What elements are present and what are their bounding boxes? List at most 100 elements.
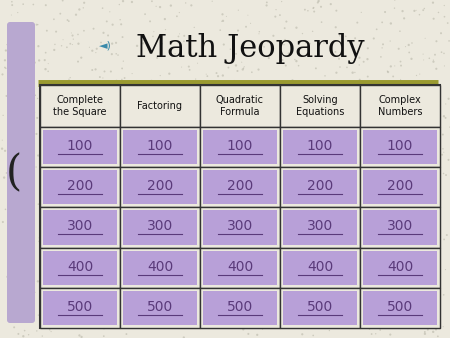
Point bbox=[97, 40, 104, 45]
Point bbox=[111, 225, 118, 230]
Point bbox=[38, 256, 45, 261]
Point bbox=[33, 131, 40, 137]
Point bbox=[209, 196, 216, 201]
Point bbox=[166, 71, 173, 76]
Point bbox=[354, 173, 361, 178]
Point bbox=[117, 267, 124, 272]
Point bbox=[373, 27, 380, 32]
Bar bbox=[363, 250, 437, 285]
Point bbox=[274, 118, 282, 123]
Point bbox=[391, 5, 398, 11]
Point bbox=[408, 40, 415, 46]
Point bbox=[176, 31, 183, 37]
Point bbox=[183, 91, 190, 96]
Point bbox=[210, 274, 217, 280]
Bar bbox=[283, 291, 357, 325]
Point bbox=[17, 314, 24, 319]
Bar bbox=[43, 130, 117, 164]
Point bbox=[224, 259, 231, 264]
Point bbox=[5, 210, 13, 215]
Point bbox=[144, 120, 152, 125]
Point bbox=[129, 187, 136, 192]
Point bbox=[235, 173, 243, 179]
Point bbox=[390, 74, 397, 79]
Point bbox=[361, 211, 368, 216]
Point bbox=[362, 232, 369, 237]
Point bbox=[351, 70, 359, 75]
Point bbox=[209, 309, 216, 314]
Bar bbox=[283, 170, 357, 204]
Point bbox=[104, 135, 111, 141]
Point bbox=[362, 305, 369, 311]
Point bbox=[33, 22, 40, 27]
Point bbox=[3, 42, 10, 47]
Point bbox=[192, 76, 199, 82]
Point bbox=[123, 100, 130, 106]
Point bbox=[171, 244, 179, 250]
Point bbox=[82, 109, 90, 115]
Point bbox=[162, 285, 169, 291]
Point bbox=[378, 45, 386, 51]
Point bbox=[209, 299, 216, 305]
Point bbox=[47, 170, 54, 176]
Point bbox=[104, 140, 112, 145]
Point bbox=[54, 243, 61, 248]
Point bbox=[391, 248, 398, 254]
Point bbox=[91, 187, 99, 192]
Point bbox=[363, 322, 370, 327]
Point bbox=[2, 207, 9, 212]
Point bbox=[234, 28, 242, 33]
Point bbox=[272, 284, 279, 289]
Point bbox=[204, 188, 212, 193]
Point bbox=[334, 191, 342, 196]
Point bbox=[113, 242, 120, 247]
Point bbox=[426, 55, 433, 61]
Point bbox=[249, 102, 256, 108]
Text: 400: 400 bbox=[387, 260, 413, 274]
Point bbox=[258, 259, 265, 265]
Point bbox=[133, 308, 140, 313]
Point bbox=[360, 59, 367, 65]
Point bbox=[324, 115, 331, 120]
Point bbox=[433, 183, 440, 188]
Point bbox=[321, 73, 328, 78]
Point bbox=[18, 218, 25, 223]
Point bbox=[46, 261, 53, 267]
Point bbox=[161, 16, 168, 22]
Point bbox=[371, 294, 378, 299]
Point bbox=[89, 176, 96, 182]
Point bbox=[81, 28, 88, 33]
Point bbox=[144, 128, 151, 134]
Point bbox=[293, 225, 301, 231]
Point bbox=[256, 29, 263, 34]
Point bbox=[233, 157, 240, 163]
Point bbox=[100, 30, 107, 35]
Point bbox=[72, 223, 79, 229]
Point bbox=[275, 165, 283, 171]
Point bbox=[315, 173, 322, 178]
Point bbox=[372, 331, 379, 336]
Point bbox=[3, 170, 10, 176]
Point bbox=[8, 120, 15, 126]
Point bbox=[120, 58, 127, 64]
Point bbox=[129, 167, 136, 173]
Point bbox=[281, 25, 288, 31]
Point bbox=[243, 266, 251, 271]
Point bbox=[199, 211, 207, 216]
Point bbox=[140, 38, 147, 43]
Point bbox=[126, 176, 134, 182]
Point bbox=[98, 169, 105, 174]
Point bbox=[121, 75, 128, 81]
Point bbox=[39, 321, 46, 327]
Bar bbox=[200, 167, 280, 208]
Point bbox=[123, 231, 130, 237]
Point bbox=[441, 237, 448, 242]
Bar bbox=[360, 127, 440, 167]
Point bbox=[220, 315, 227, 320]
Point bbox=[416, 12, 423, 17]
Point bbox=[281, 113, 288, 118]
Point bbox=[171, 161, 178, 167]
Point bbox=[17, 34, 24, 40]
Point bbox=[413, 73, 420, 78]
Point bbox=[4, 115, 12, 120]
